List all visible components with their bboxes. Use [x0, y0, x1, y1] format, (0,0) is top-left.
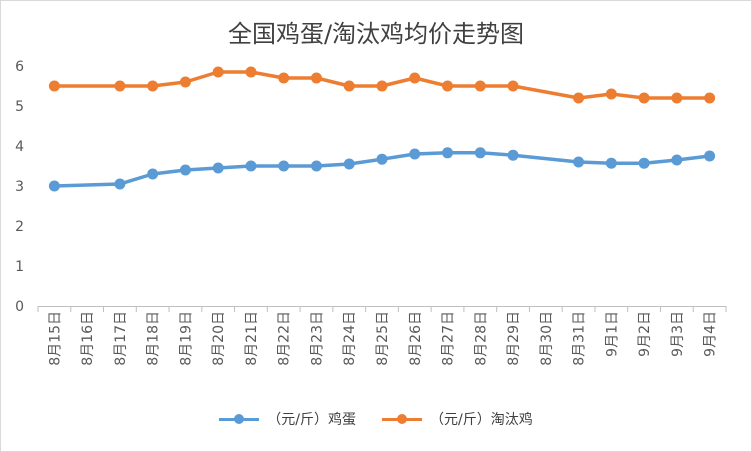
x-tick-label-8: 8月23日 [309, 311, 325, 366]
series-0-point-20 [704, 150, 716, 162]
series-1-point-8 [310, 72, 322, 84]
legend-swatch-1 [382, 414, 422, 424]
series-1-point-13 [474, 80, 486, 92]
series-1-point-12 [442, 80, 454, 92]
series-0-point-3 [147, 168, 159, 180]
series-0-point-7 [278, 160, 290, 172]
series-0-point-2 [114, 178, 126, 190]
y-tick-label-3: 3 [15, 179, 24, 195]
x-tick-label-13: 8月28日 [473, 311, 489, 366]
y-tick-label-5: 5 [15, 99, 24, 115]
series-1-point-20 [704, 92, 716, 104]
legend-label-1: （元/斤）淘汰鸡 [430, 412, 533, 428]
series-0-point-10 [376, 153, 388, 165]
x-tick-label-14: 8月29日 [506, 311, 522, 366]
legend-swatch-0 [219, 414, 260, 424]
series-0-point-6 [245, 160, 257, 172]
legend-item-1: （元/斤）淘汰鸡 [382, 409, 533, 429]
x-tick-label-11: 8月26日 [408, 311, 424, 366]
series-0-point-0 [48, 180, 60, 192]
legend-item-0: （元/斤）鸡蛋 [219, 409, 356, 429]
legend-label-0: （元/斤）鸡蛋 [267, 412, 356, 428]
series-1-point-16 [573, 92, 585, 104]
series-0-point-17 [605, 157, 617, 169]
x-tick-label-3: 8月18日 [146, 311, 162, 366]
series-1-point-5 [212, 66, 224, 78]
series-0-point-9 [343, 158, 355, 170]
x-tick-label-9: 8月24日 [342, 311, 358, 366]
series-1-point-10 [376, 80, 388, 92]
x-tick-label-19: 9月3日 [670, 311, 686, 357]
series-1-point-6 [245, 66, 257, 78]
series-0-point-4 [179, 164, 191, 176]
y-tick-label-0: 0 [15, 299, 24, 315]
series-0-point-14 [507, 149, 519, 161]
y-tick-label-1: 1 [15, 259, 24, 275]
y-tick-label-2: 2 [15, 219, 24, 235]
series-0-point-12 [442, 147, 454, 159]
series-0-point-16 [573, 156, 585, 168]
x-tick-label-10: 8月25日 [375, 311, 391, 366]
series-0-point-11 [409, 148, 421, 160]
x-tick-label-5: 8月20日 [211, 311, 227, 366]
legend: （元/斤）鸡蛋 （元/斤）淘汰鸡 [0, 409, 752, 429]
series-0-point-19 [671, 154, 683, 166]
series-1-point-14 [507, 80, 519, 92]
y-tick-label-4: 4 [15, 139, 24, 155]
x-tick-label-15: 8月30日 [539, 311, 555, 366]
x-tick-label-20: 9月4日 [703, 311, 719, 357]
series-1-point-0 [48, 80, 60, 92]
x-tick-label-17: 9月1日 [604, 311, 620, 357]
x-tick-label-18: 9月2日 [637, 311, 653, 357]
x-tick-label-12: 8月27日 [441, 311, 457, 366]
series-1-point-17 [605, 88, 617, 100]
x-tick-label-7: 8月22日 [277, 311, 293, 366]
series-1-point-18 [638, 92, 650, 104]
series-0-point-8 [310, 160, 322, 172]
series-1-point-19 [671, 92, 683, 104]
series-1-point-11 [409, 72, 421, 84]
series-1-point-3 [147, 80, 159, 92]
chart-title: 全国鸡蛋/淘汰鸡均价走势图 [227, 20, 525, 48]
x-tick-label-4: 8月19日 [178, 311, 194, 366]
x-tick-label-1: 8月16日 [80, 311, 96, 366]
x-tick-label-6: 8月21日 [244, 311, 260, 366]
y-tick-label-6: 6 [15, 59, 24, 75]
series-0-point-5 [212, 162, 224, 174]
x-tick-label-2: 8月17日 [113, 311, 129, 366]
series-0-point-18 [638, 157, 650, 169]
series-1-point-2 [114, 80, 126, 92]
x-tick-label-16: 8月31日 [572, 311, 588, 366]
x-tick-label-0: 8月15日 [47, 311, 63, 366]
series-0-point-13 [474, 147, 486, 159]
series-1-point-7 [278, 72, 290, 84]
series-1-point-4 [179, 76, 191, 88]
series-1-point-9 [343, 80, 355, 92]
